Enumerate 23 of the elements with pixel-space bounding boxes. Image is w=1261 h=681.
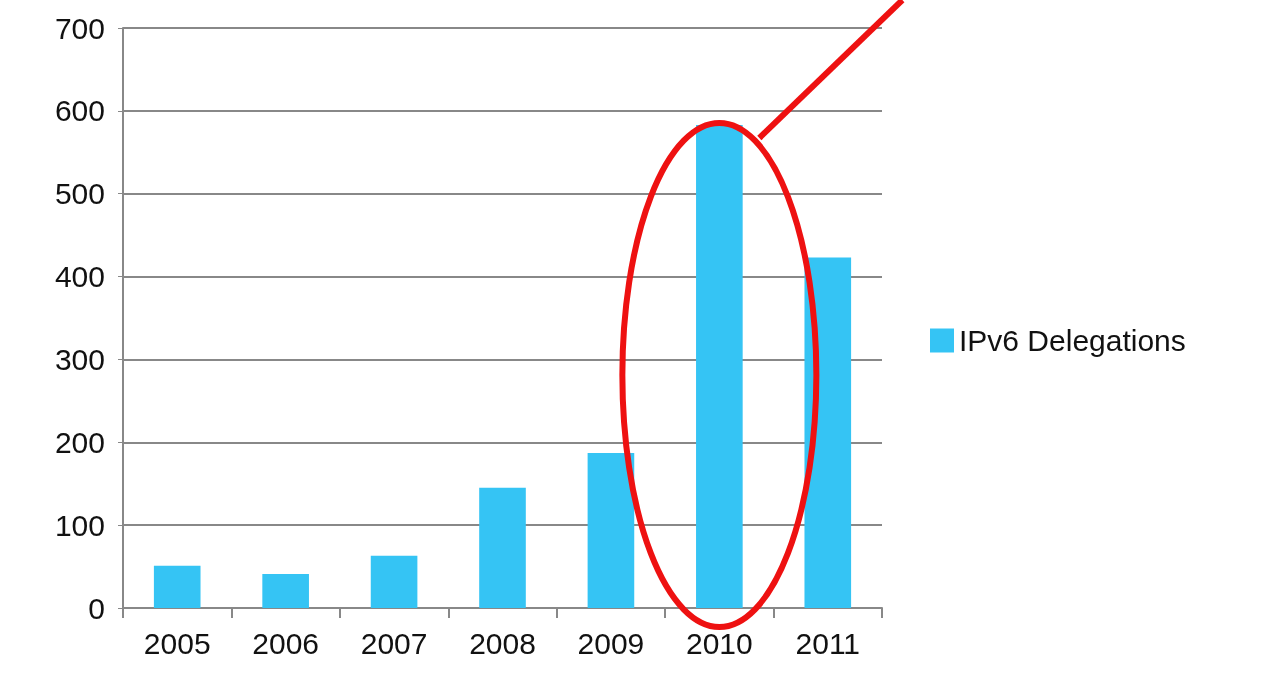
y-tick-label: 100	[54, 508, 105, 542]
x-tick-label: 2006	[252, 626, 320, 660]
bar	[587, 453, 635, 608]
bar	[696, 124, 743, 608]
y-tick-label: 400	[54, 260, 105, 294]
y-tick-label: 600	[54, 94, 105, 128]
x-tick-label: 2011	[795, 626, 861, 660]
y-tick-label: 300	[54, 342, 105, 376]
x-tick-label: 2005	[143, 626, 211, 660]
x-tick-label: 2007	[360, 626, 428, 660]
bar	[479, 487, 526, 608]
bar	[262, 574, 309, 608]
y-tick-label: 200	[54, 425, 105, 459]
bar	[153, 565, 201, 608]
y-tick-label: 500	[54, 177, 105, 211]
bar	[370, 555, 418, 608]
legend-label: IPv6 Delegations	[959, 324, 1186, 357]
y-tick-label: 0	[88, 591, 105, 625]
x-tick-label: 2009	[577, 626, 645, 660]
y-tick-label: 700	[54, 11, 105, 45]
bar	[804, 257, 852, 608]
x-tick-label: 2008	[469, 626, 536, 660]
x-tick-label: 2010	[685, 626, 753, 660]
